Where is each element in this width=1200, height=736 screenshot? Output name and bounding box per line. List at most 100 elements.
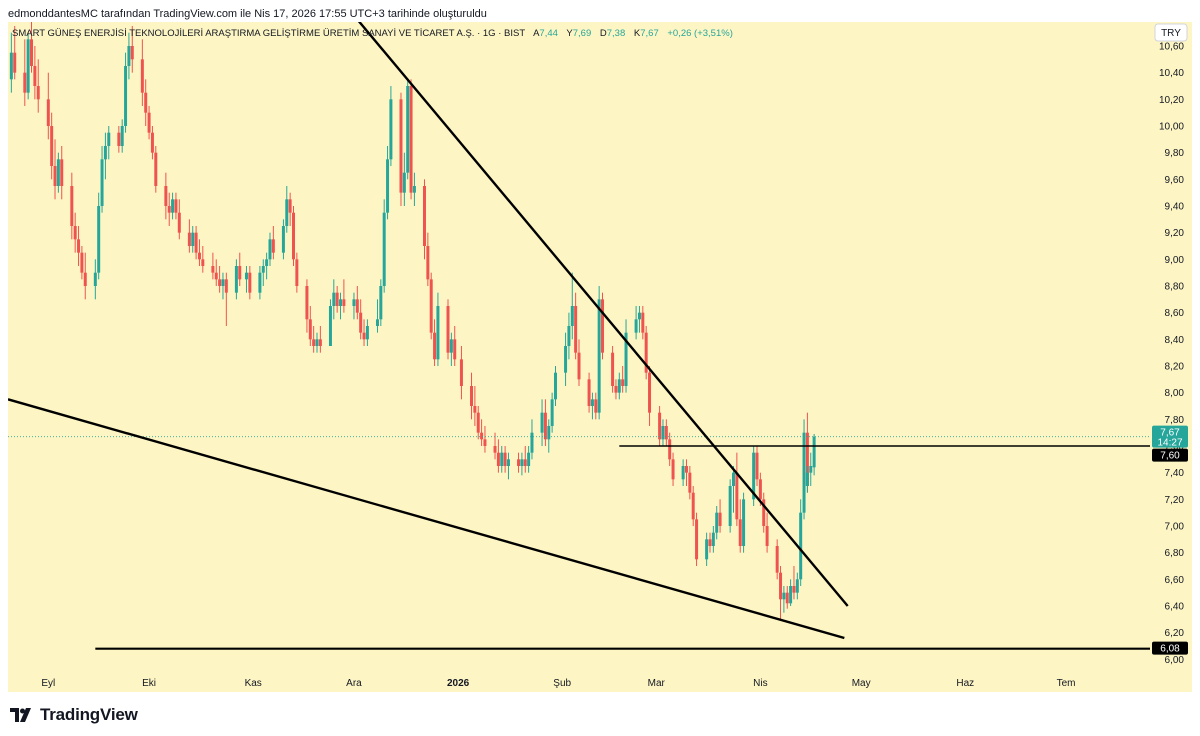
candle-body xyxy=(332,292,336,306)
candle-down xyxy=(446,299,450,360)
candle-body xyxy=(590,399,594,406)
candle-body xyxy=(691,492,695,520)
candle-down xyxy=(429,272,433,340)
candle-down xyxy=(695,512,699,566)
candle-body xyxy=(224,279,228,293)
time-axis[interactable]: Eyl Eki Kas Ara 2026 Şub Mar Nis May Haz Tem xyxy=(41,678,1075,689)
candle-body xyxy=(221,279,225,286)
candle-up xyxy=(244,266,248,293)
candle-down xyxy=(688,466,692,500)
candle-down xyxy=(496,439,500,473)
candle-up xyxy=(805,466,809,493)
price-tick-label: 7,00 xyxy=(1165,522,1185,533)
candle-body xyxy=(13,52,17,73)
candle-body xyxy=(718,512,722,526)
chart-area[interactable]: 6,00 6,20 6,40 6,60 6,80 7,00 7,20 7,40 7,60 7,80… xyxy=(7,0,1192,692)
price-axis[interactable]: 6,00 6,20 6,40 6,60 6,80 7,00 7,20 7,40 7,60 7,80… xyxy=(1159,42,1184,666)
candle-up xyxy=(315,332,319,353)
candle-body xyxy=(547,426,551,440)
candle-down xyxy=(147,106,151,140)
price-tick-label: 6,20 xyxy=(1165,628,1185,639)
candle-up xyxy=(711,526,715,553)
candle-down xyxy=(574,292,578,360)
candle-up xyxy=(705,532,709,566)
candle-up xyxy=(281,219,285,260)
price-tick-label: 6,40 xyxy=(1165,602,1185,613)
candle-body xyxy=(120,126,124,146)
candle-body xyxy=(735,472,739,520)
candle-up xyxy=(100,146,104,213)
candle-body xyxy=(268,239,272,260)
time-axis-background xyxy=(8,666,1192,692)
candle-down xyxy=(671,452,675,486)
candle-body xyxy=(493,446,497,453)
candle-body xyxy=(295,259,299,286)
time-tick-label: Mar xyxy=(648,678,666,689)
time-tick-label: May xyxy=(852,678,871,689)
candle-body xyxy=(218,279,222,286)
drawings[interactable] xyxy=(7,0,1150,650)
candle-down xyxy=(46,72,50,140)
candle-body xyxy=(389,99,393,160)
candle-body xyxy=(742,499,746,546)
candle-body xyxy=(812,436,816,468)
candle-down xyxy=(426,232,430,286)
candle-up xyxy=(570,272,574,340)
candle-down xyxy=(177,199,181,240)
candle-down xyxy=(197,239,201,266)
candle-body xyxy=(473,406,477,413)
currency-badge[interactable]: TRY xyxy=(1154,23,1188,42)
price-tick-label: 6,80 xyxy=(1165,548,1185,559)
candle-body xyxy=(765,526,769,546)
candle-down xyxy=(543,399,547,446)
price-tick-label: 9,00 xyxy=(1165,255,1185,266)
price-tick-label: 9,20 xyxy=(1165,228,1185,239)
candle-up xyxy=(795,572,799,600)
candle-body xyxy=(379,286,383,320)
candle-body xyxy=(752,452,756,500)
candle-body xyxy=(171,199,175,213)
tradingview-logo[interactable]: TradingView xyxy=(10,705,138,725)
price-chart[interactable]: 6,00 6,20 6,40 6,60 6,80 7,00 7,20 7,40 7,60 7,80… xyxy=(7,0,1192,692)
candle-up xyxy=(540,399,544,446)
trendline[interactable] xyxy=(339,0,849,607)
candle-down xyxy=(664,419,668,446)
candle-down xyxy=(708,532,712,553)
candle-body xyxy=(147,112,151,133)
candle-body xyxy=(758,479,762,500)
candle-up xyxy=(402,152,406,206)
candle-up xyxy=(379,279,383,326)
time-tick-label: Nis xyxy=(753,678,767,689)
candle-body xyxy=(342,299,346,306)
candle-body xyxy=(318,339,322,346)
candle-body xyxy=(809,466,813,473)
candle-down xyxy=(117,126,121,153)
candle-down xyxy=(762,492,766,533)
candle-body xyxy=(795,579,799,593)
candle-up xyxy=(742,492,746,553)
candle-body xyxy=(658,412,662,440)
candle-down xyxy=(611,346,615,393)
candle-down xyxy=(211,252,215,280)
candle-up xyxy=(265,252,269,280)
candle-body xyxy=(611,352,615,386)
candle-down xyxy=(295,252,299,293)
candle-down xyxy=(483,426,487,453)
candle-up xyxy=(590,392,594,420)
legend-open-value: 7,44 xyxy=(539,28,558,39)
candle-down xyxy=(691,486,695,526)
candle-body xyxy=(799,512,803,546)
candle-body xyxy=(335,292,339,306)
candle-body xyxy=(73,226,77,240)
candle-body xyxy=(234,266,238,293)
trendline[interactable] xyxy=(7,398,845,640)
candle-down xyxy=(187,219,191,253)
candle-body xyxy=(429,279,433,333)
candle-body xyxy=(805,432,809,486)
candle-body xyxy=(174,199,178,213)
price-tick-label: 6,00 xyxy=(1165,655,1185,666)
candle-body xyxy=(362,332,366,340)
candle-up xyxy=(268,232,272,266)
candle-up xyxy=(382,199,386,293)
candle-body xyxy=(77,239,81,253)
